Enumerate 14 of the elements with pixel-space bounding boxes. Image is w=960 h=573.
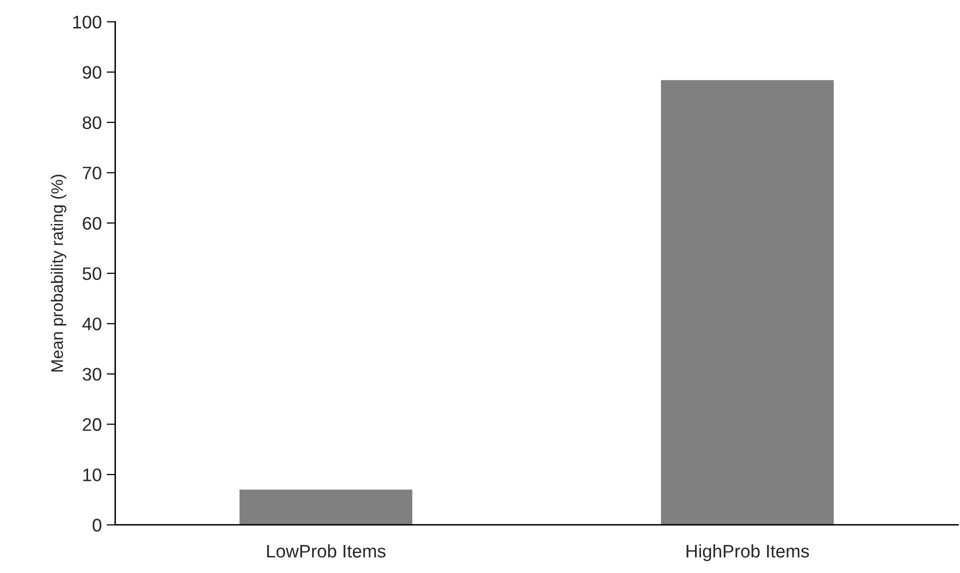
y-tick-label: 90 <box>82 66 102 79</box>
y-tick-label: 70 <box>82 166 102 180</box>
y-tick-label: 20 <box>82 418 102 431</box>
x-tick-label: HighProb Items <box>686 544 809 562</box>
y-tick-label: 40 <box>82 318 102 330</box>
y-tick-label: 100 <box>73 16 102 28</box>
y-tick-label: 10 <box>83 468 102 482</box>
y-tick-label: 30 <box>82 368 102 381</box>
x-tick-label: LowProb Items <box>267 544 386 558</box>
y-axis-title: Mean probability rating (%) <box>50 174 66 372</box>
y-tick-label: 80 <box>82 116 102 130</box>
y-tick-label: 0 <box>92 518 102 532</box>
y-tick-label: 60 <box>82 216 102 230</box>
y-tick-label: 50 <box>82 267 102 280</box>
